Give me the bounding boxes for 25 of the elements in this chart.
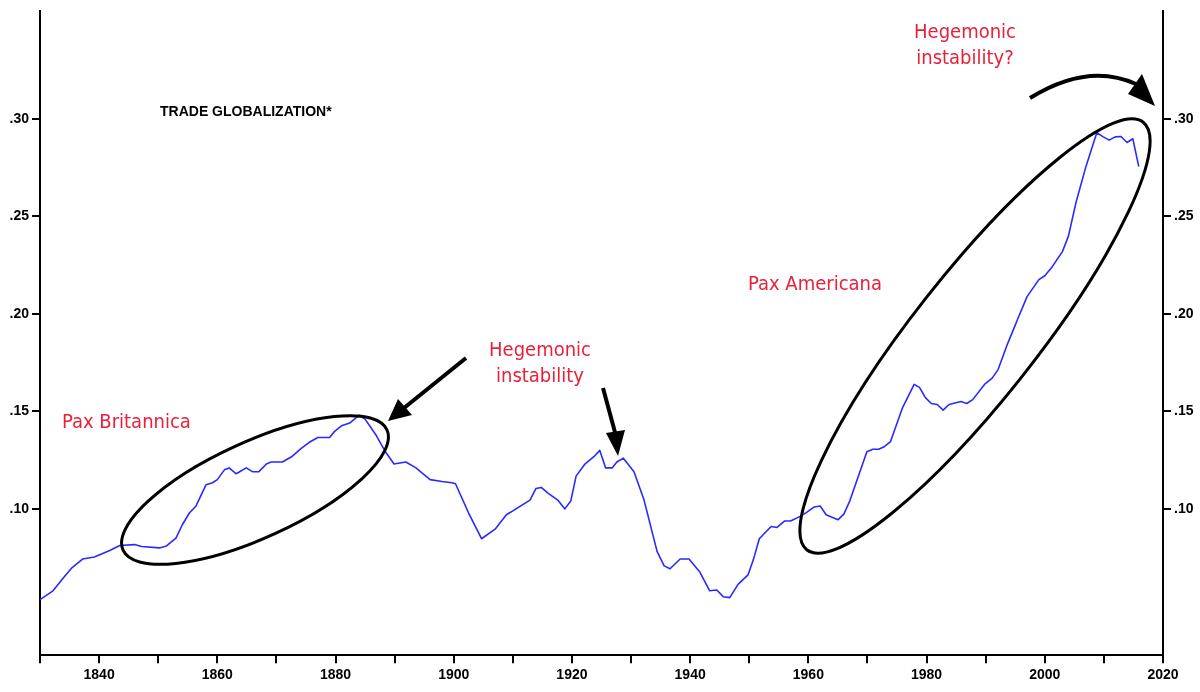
x-tick-label: 1900 (438, 666, 470, 683)
x-tick-label: 1980 (911, 666, 943, 683)
y2-tick-label: .10 (1174, 499, 1194, 516)
text: TRADE GLOBALIZATION* (160, 103, 332, 119)
annotation: Hegemonic instability? (913, 18, 1017, 70)
y-tick-label: .30 (9, 109, 30, 126)
y-tick-label: .20 (9, 304, 30, 321)
x-tick-label: 1940 (674, 666, 706, 683)
x-tick-label: 1860 (201, 666, 234, 683)
annotation: Pax Britannica (62, 408, 191, 434)
x-tick-label: 2020 (1147, 666, 1179, 683)
x-tick-label: 1840 (83, 666, 115, 683)
x-tick-label: 1880 (319, 666, 352, 683)
y2-tick-label: .30 (1174, 109, 1194, 126)
annotation: Hegemonic instability (488, 336, 592, 388)
y-tick-label: .15 (9, 402, 30, 419)
y-tick-label: .25 (9, 207, 30, 224)
x-tick-label: 1960 (792, 666, 825, 683)
y2-tick-label: .20 (1174, 304, 1194, 321)
annotation: Pax Americana (748, 270, 882, 296)
x-tick-label: 1920 (556, 666, 588, 683)
y2-tick-label: .15 (1174, 402, 1194, 419)
y2-tick-label: .25 (1174, 207, 1194, 224)
x-tick-label: 2000 (1029, 666, 1061, 683)
y-tick-label: .10 (9, 499, 30, 516)
